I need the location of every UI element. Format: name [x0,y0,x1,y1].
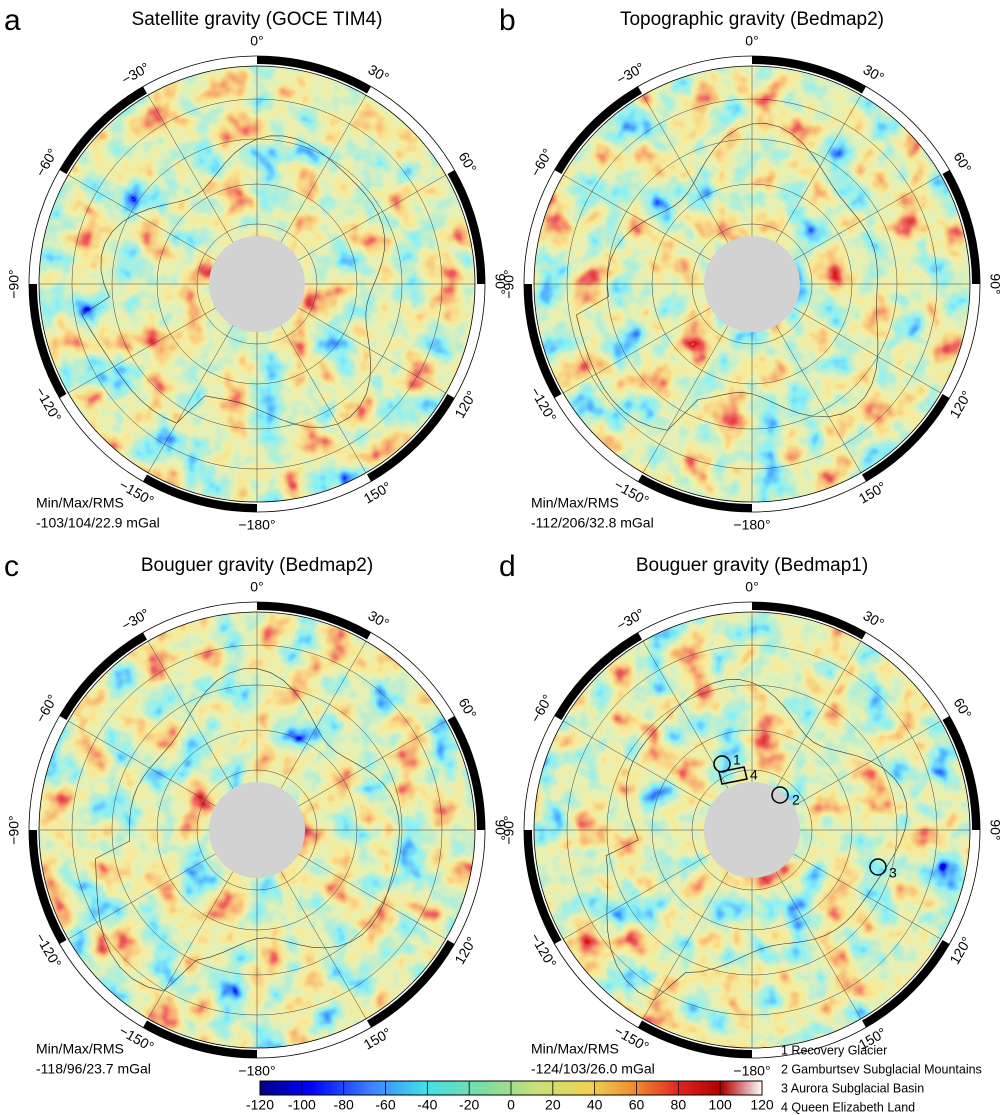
longitude-label: 90° [987,273,1003,294]
colorbar-tick-label: 120 [750,1097,774,1113]
site-legend: 1 Recovery Glacier 2 Gamburtsev Subglacia… [781,1043,982,1114]
longitude-label: 30° [860,607,886,631]
longitude-label: 120° [946,934,974,967]
panel-letter: a [4,4,21,37]
site-label: 1 [733,752,741,768]
legend-entry: 1 Recovery Glacier [781,1043,887,1057]
longitude-label: −90° [6,815,22,844]
longitude-label: 60° [455,149,479,175]
longitude-label: 0° [745,579,758,595]
longitude-label: −180° [733,517,770,533]
stats-value: -118/96/23.7 mGal [36,1061,151,1077]
stats-value: -103/104/22.9 mGal [36,515,160,531]
longitude-label: −30° [614,605,647,634]
stats-label: Min/Max/RMS [531,495,619,511]
longitude-label: −30° [119,59,152,88]
longitude-label: 30° [365,607,391,631]
colorbar-tick-label: -120 [246,1097,274,1113]
longitude-label: 30° [365,61,391,85]
panels: 0°30°60°90°120°150°−180°−150°−120°−90°−6… [4,4,1003,1079]
longitude-label: −90° [501,269,517,298]
longitude-label: 0° [250,33,263,49]
colorbar: -120 -100 -80 -60 -40 -20 0 20 40 60 80 100 120 [246,1081,774,1113]
site-label: 4 [750,767,758,783]
stats-label: Min/Max/RMS [36,495,124,511]
colorbar-tick-label: 60 [629,1097,645,1113]
longitude-label: −30° [119,605,152,634]
pole-hole [209,782,305,878]
longitude-label: 0° [745,33,758,49]
longitude-label: 150° [361,1024,394,1052]
longitude-label: −180° [238,1063,275,1079]
longitude-label: −60° [527,146,556,179]
longitude-label: −60° [32,692,61,725]
colorbar-tick-label: -60 [375,1097,395,1113]
panel-title: Bouguer gravity (Bedmap2) [141,555,373,576]
colorbar-tick-label: 80 [671,1097,687,1113]
longitude-label: 120° [451,388,479,421]
longitude-label: −180° [238,517,275,533]
longitude-label: 120° [451,934,479,967]
site-label: 3 [889,865,897,881]
longitude-label: −90° [6,269,22,298]
longitude-label: −90° [501,815,517,844]
legend-entry: 4 Queen Elizabeth Land [781,1100,915,1114]
longitude-label: −60° [527,692,556,725]
panel-letter: d [499,550,516,583]
pole-hole [704,782,800,878]
longitude-label: 150° [856,478,889,506]
site-label: 2 [792,792,800,808]
longitude-label: −180° [733,1063,770,1079]
longitude-label: 150° [361,478,394,506]
panel-title: Satellite gravity (GOCE TIM4) [132,9,383,30]
longitude-label: 0° [250,579,263,595]
longitude-label: 60° [455,695,479,721]
colorbar-tick-label: 20 [545,1097,561,1113]
legend-entry: 2 Gamburtsev Subglacial Mountains [781,1062,982,1076]
colorbar-tick-label: 0 [507,1097,515,1113]
longitude-label: −60° [32,146,61,179]
colorbar-tick-label: 40 [587,1097,603,1113]
colorbar-tick-label: -100 [288,1097,316,1113]
colorbar-tick-label: 100 [708,1097,732,1113]
colorbar-tick-label: -40 [417,1097,437,1113]
longitude-label: 60° [950,695,974,721]
colorbar-tick-label: -80 [334,1097,354,1113]
longitude-label: 120° [946,388,974,421]
longitude-label: −30° [614,59,647,88]
map-panel: 0°30°60°90°120°150°−180°−150°−120°−90°−6… [4,4,508,533]
longitude-label: 60° [950,149,974,175]
panel-title: Bouguer gravity (Bedmap1) [636,555,868,576]
panel-letter: b [499,4,516,37]
map-panel: 0°30°60°90°120°150°−180°−150°−120°−90°−6… [499,550,1003,1079]
map-panel: 0°30°60°90°120°150°−180°−150°−120°−90°−6… [499,4,1003,533]
legend-entry: 3 Aurora Subglacial Basin [781,1081,924,1095]
panel-letter: c [4,550,19,583]
longitude-label: 30° [860,61,886,85]
longitude-label: 90° [987,819,1003,840]
colorbar-tick-label: -20 [459,1097,479,1113]
panel-title: Topographic gravity (Bedmap2) [620,9,884,30]
stats-value: -112/206/32.8 mGal [531,515,654,531]
stats-label: Min/Max/RMS [531,1041,619,1057]
figure: 0°30°60°90°120°150°−180°−150°−120°−90°−6… [0,0,1007,1115]
stats-label: Min/Max/RMS [36,1041,124,1057]
map-panel: 0°30°60°90°120°150°−180°−150°−120°−90°−6… [4,550,508,1079]
pole-hole [704,236,800,332]
stats-value: -124/103/26.0 mGal [531,1061,655,1077]
pole-hole [209,236,305,332]
